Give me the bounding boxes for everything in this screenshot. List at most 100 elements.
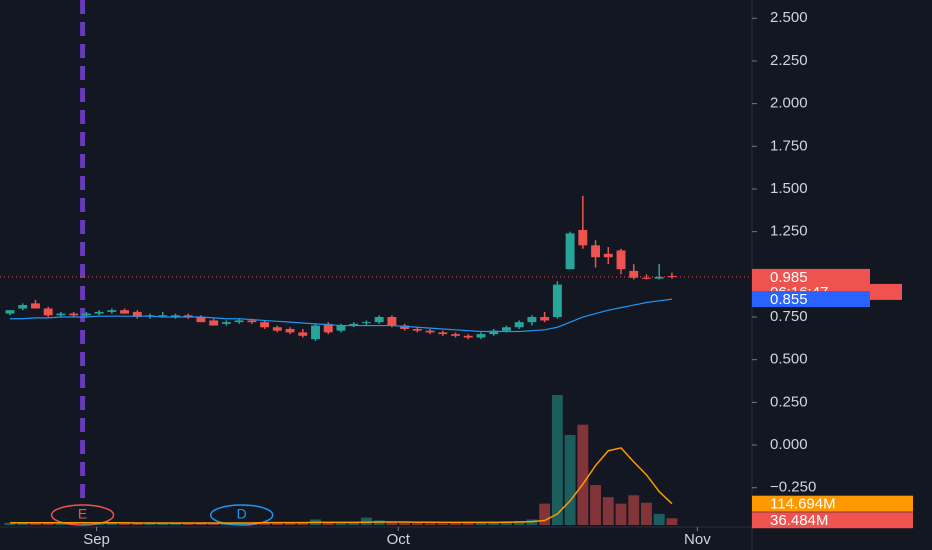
volume-bar [246,522,258,525]
candle-body [311,325,320,340]
volume-bar [144,523,156,525]
volume-bar [170,523,181,525]
volume-bar [42,523,54,525]
last-price-label: 0.985 [770,269,808,286]
volume-bar [615,503,627,525]
volume-bar [233,523,245,525]
candle-body [591,245,601,258]
volume-bar [450,523,461,525]
volume-bar [653,513,665,525]
candle-body [451,334,460,336]
volume-ma-line [10,447,673,524]
volume-label-box [752,512,913,529]
candle-body [374,317,384,323]
candle-body [234,320,244,323]
volume-bar [551,395,563,525]
volume-bar [68,522,80,525]
candle-body [18,305,28,309]
event-label: D [237,506,247,522]
candle-body [260,322,270,328]
candle-body [183,315,193,318]
volume-bar [220,523,232,525]
y-tick-label: 1.500 [770,180,808,197]
y-tick-label: 2.250 [770,52,808,69]
candle-body [514,322,524,328]
y-tick-label: 2.000 [770,95,808,112]
candle-body [69,313,79,316]
y-tick-label: 0.750 [770,308,808,325]
candle-body [463,335,473,338]
candle-body [56,313,66,316]
volume-label: 36.484M [770,512,828,529]
candle-body [247,320,257,323]
volume-bar [335,523,347,525]
volume-bar [386,521,398,525]
event-label: E [78,506,87,522]
volume-bar [475,522,487,525]
volume-bar [30,522,41,525]
candle-body [336,325,346,331]
candle-body [285,328,295,333]
candle-body [387,317,397,326]
volume-bar [462,522,474,525]
volume-bar [399,522,411,525]
candle-body [578,229,588,246]
candle-body [667,276,677,278]
volume-bar [577,424,589,525]
candle-body [361,322,371,324]
volume-bar [322,522,334,525]
candle-body [603,253,613,258]
candle-body [476,334,486,338]
candle-body [540,317,550,321]
candle-body [552,284,562,318]
volume-bar [297,523,309,525]
volume-bar [259,522,271,525]
volume-bar [182,522,194,525]
volume-bar [437,523,449,525]
ma-label: 0.855 [770,291,808,308]
volume-bar [131,523,143,525]
volume-bar [360,517,372,525]
candle-body [43,308,53,316]
volume-bar [513,520,525,525]
volume-bar [666,518,678,525]
candle-body [94,311,104,314]
candle-body [654,276,664,279]
volume-bar [119,523,131,525]
candle-body [209,320,219,326]
candle-body [196,317,206,323]
candle-body [425,330,435,333]
volume-bar [17,523,29,525]
volume-bar [411,523,423,525]
volume-bar [271,522,283,525]
volume-bar [628,495,640,525]
candle-body [400,325,410,329]
candle-body [501,327,511,331]
candle-body [5,310,15,314]
y-tick-label: 0.000 [770,436,808,453]
volume-bar [539,503,551,525]
candle-body [412,328,422,331]
candle-body [272,327,282,331]
ma-label-box [752,291,870,308]
volume-ma-label: 114.694M [770,496,836,513]
volume-bar [564,434,576,525]
ma-line [10,298,673,333]
volume-bar [500,521,512,525]
y-tick-label: 0.250 [770,393,808,410]
volume-bar [106,522,118,525]
last-price-label-box [752,268,870,285]
volume-bar [157,522,169,525]
volume-bar [80,523,92,525]
x-tick-label: Nov [684,531,711,548]
volume-bar [488,521,500,525]
candle-body [132,311,142,318]
candle-body [298,332,308,336]
candle-body [81,313,91,316]
volume-bar [208,522,220,525]
volume-ma-label-box [752,495,913,512]
volume-bar [284,522,296,525]
x-tick-label: Sep [83,531,110,548]
volume-bar [55,523,67,525]
